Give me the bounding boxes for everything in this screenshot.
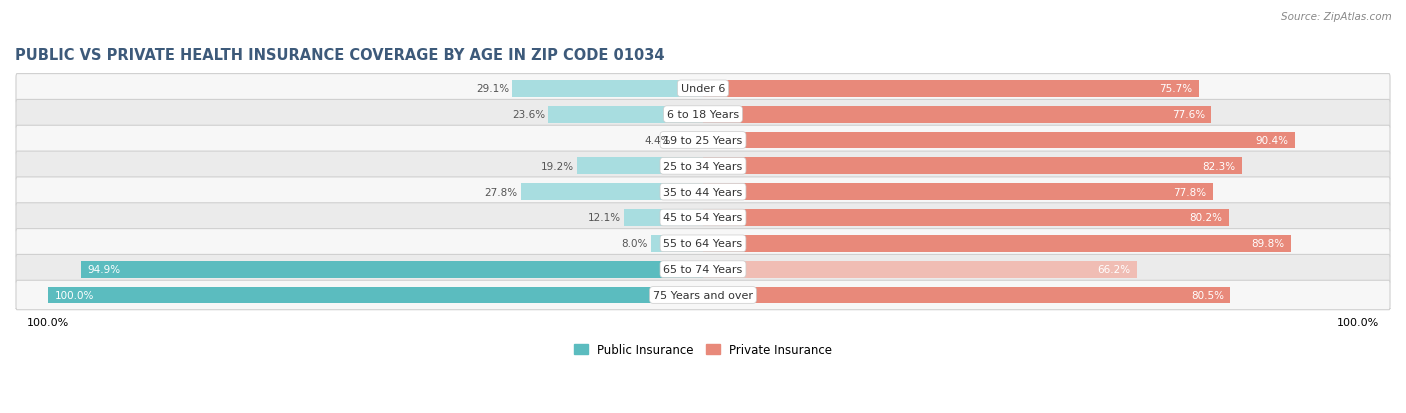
- Bar: [48, 287, 703, 304]
- Bar: [703, 261, 1137, 278]
- Bar: [703, 235, 1291, 252]
- Text: 66.2%: 66.2%: [1097, 264, 1130, 275]
- Bar: [703, 81, 1199, 97]
- Bar: [673, 132, 703, 149]
- Text: 27.8%: 27.8%: [485, 187, 517, 197]
- Text: 6 to 18 Years: 6 to 18 Years: [666, 110, 740, 120]
- FancyBboxPatch shape: [15, 203, 1391, 233]
- FancyBboxPatch shape: [15, 126, 1391, 155]
- FancyBboxPatch shape: [15, 280, 1391, 310]
- Text: Under 6: Under 6: [681, 84, 725, 94]
- Text: 12.1%: 12.1%: [588, 213, 620, 223]
- Bar: [703, 209, 1229, 226]
- Text: 77.6%: 77.6%: [1171, 110, 1205, 120]
- Text: 65 to 74 Years: 65 to 74 Years: [664, 264, 742, 275]
- Bar: [703, 158, 1243, 175]
- Bar: [703, 107, 1212, 123]
- Text: 55 to 64 Years: 55 to 64 Years: [664, 239, 742, 249]
- Text: 8.0%: 8.0%: [621, 239, 647, 249]
- Bar: [703, 184, 1213, 201]
- Text: 25 to 34 Years: 25 to 34 Years: [664, 161, 742, 171]
- Text: 19 to 25 Years: 19 to 25 Years: [664, 135, 742, 146]
- Text: 89.8%: 89.8%: [1251, 239, 1285, 249]
- Text: 82.3%: 82.3%: [1202, 161, 1236, 171]
- FancyBboxPatch shape: [15, 74, 1391, 104]
- Text: 4.4%: 4.4%: [644, 135, 671, 146]
- Text: 75.7%: 75.7%: [1160, 84, 1192, 94]
- Bar: [703, 132, 1295, 149]
- Bar: [548, 107, 703, 123]
- Bar: [512, 81, 703, 97]
- Legend: Public Insurance, Private Insurance: Public Insurance, Private Insurance: [569, 338, 837, 361]
- Bar: [703, 287, 1230, 304]
- Text: 23.6%: 23.6%: [512, 110, 546, 120]
- FancyBboxPatch shape: [15, 152, 1391, 181]
- Bar: [651, 235, 703, 252]
- Text: 35 to 44 Years: 35 to 44 Years: [664, 187, 742, 197]
- Text: 90.4%: 90.4%: [1256, 135, 1289, 146]
- FancyBboxPatch shape: [15, 255, 1391, 284]
- Bar: [624, 209, 703, 226]
- Text: 94.9%: 94.9%: [87, 264, 121, 275]
- Text: PUBLIC VS PRIVATE HEALTH INSURANCE COVERAGE BY AGE IN ZIP CODE 01034: PUBLIC VS PRIVATE HEALTH INSURANCE COVER…: [15, 48, 665, 63]
- Bar: [82, 261, 703, 278]
- Text: 75 Years and over: 75 Years and over: [652, 290, 754, 300]
- Text: Source: ZipAtlas.com: Source: ZipAtlas.com: [1281, 12, 1392, 22]
- Text: 100.0%: 100.0%: [55, 290, 94, 300]
- Text: 45 to 54 Years: 45 to 54 Years: [664, 213, 742, 223]
- Text: 77.8%: 77.8%: [1173, 187, 1206, 197]
- Text: 29.1%: 29.1%: [475, 84, 509, 94]
- Text: 80.2%: 80.2%: [1189, 213, 1222, 223]
- Bar: [578, 158, 703, 175]
- FancyBboxPatch shape: [15, 229, 1391, 259]
- Bar: [520, 184, 703, 201]
- FancyBboxPatch shape: [15, 100, 1391, 130]
- FancyBboxPatch shape: [15, 178, 1391, 207]
- Text: 19.2%: 19.2%: [541, 161, 574, 171]
- Text: 80.5%: 80.5%: [1191, 290, 1223, 300]
